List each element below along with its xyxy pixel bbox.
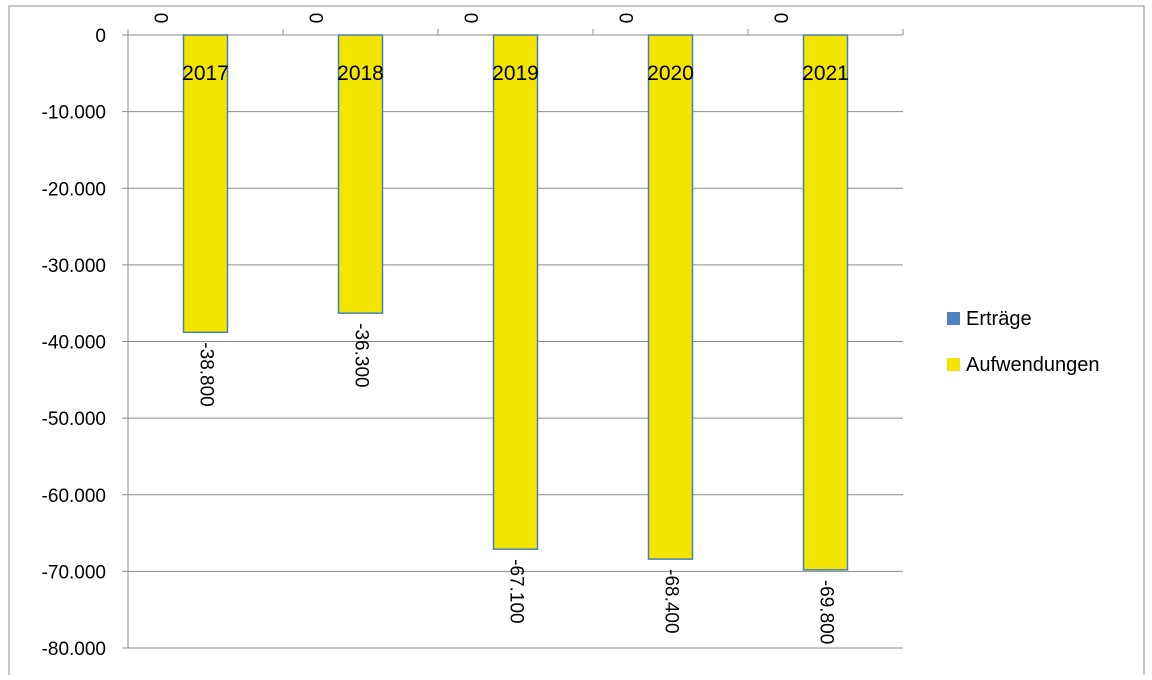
x-category-label: 2019 [492,62,539,85]
bar-aufwendungen-2018 [337,34,384,314]
y-tick-label: -70.000 [42,562,106,583]
data-label-aufwendungen: -36.300 [350,323,371,387]
bar-aufwendungen-2020 [647,34,694,560]
x-category-label: 2020 [647,62,694,85]
data-label-aufwendungen: -68.400 [660,569,681,633]
bar-aufwendungen-2019 [492,34,539,550]
legend-label: Erträge [966,308,1032,330]
data-label-aufwendungen: -38.800 [195,342,216,406]
chart-frame [8,5,1145,675]
y-tick-label: -80.000 [42,639,106,660]
y-tick-label: -60.000 [42,486,106,507]
bar-aufwendungen-2017 [182,34,229,334]
data-label-ertraege: 0 [769,13,790,24]
legend-label: Aufwendungen [966,354,1099,376]
data-label-aufwendungen: -67.100 [505,559,526,623]
y-tick-label: 0 [95,26,106,47]
legend-swatch-aufwendungen [947,358,960,371]
y-tick-label: -10.000 [42,103,106,124]
data-label-ertraege: 0 [459,13,480,24]
x-category-label: 2018 [337,62,384,85]
x-category-label: 2021 [802,62,849,85]
y-tick-label: -40.000 [42,333,106,354]
y-tick-label: -30.000 [42,256,106,277]
data-label-ertraege: 0 [614,13,635,24]
y-tick-label: -20.000 [42,179,106,200]
data-label-ertraege: 0 [149,13,170,24]
x-category-label: 2017 [182,62,229,85]
legend-swatch-ertraege [947,312,960,325]
data-label-aufwendungen: -69.800 [815,580,836,644]
bar-aufwendungen-2021 [802,34,849,571]
y-tick-label: -50.000 [42,409,106,430]
data-label-ertraege: 0 [304,13,325,24]
